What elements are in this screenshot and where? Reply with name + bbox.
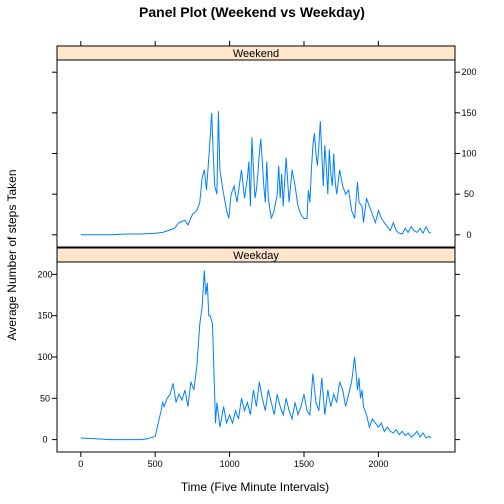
chart-title: Panel Plot (Weekend vs Weekday) — [139, 4, 365, 20]
y-tick-label: 100 — [461, 149, 476, 159]
x-tick-label: 2000 — [368, 459, 388, 469]
panel-strip-label: Weekend — [233, 48, 279, 60]
panel-strip-label: Weekday — [233, 250, 279, 262]
series-line-weekend — [80, 111, 432, 236]
y-tick-label: 50 — [40, 393, 50, 403]
panel-frame — [56, 261, 456, 453]
y-axis-label: Average Number of steps Taken — [5, 170, 19, 341]
y-tick-label: 150 — [37, 311, 52, 321]
panel-frame — [56, 59, 456, 248]
y-tick-label: 100 — [37, 352, 52, 362]
y-tick-label: 0 — [466, 230, 471, 240]
y-tick-label: 200 — [37, 269, 52, 279]
y-tick-label: 0 — [42, 435, 47, 445]
panel-weekend: Weekend 0 50 100 150 200 — [52, 41, 477, 248]
x-tick-label: 1000 — [220, 459, 240, 469]
y-tick-label: 50 — [464, 189, 474, 199]
x-tick-label: 1500 — [294, 459, 314, 469]
x-tick-label: 0 — [78, 459, 83, 469]
x-axis-label: Time (Five Minute Intervals) — [181, 480, 329, 494]
y-tick-label: 200 — [461, 67, 476, 77]
x-tick-label: 500 — [148, 459, 163, 469]
y-tick-label: 150 — [461, 108, 476, 118]
series-line-weekday — [80, 270, 432, 441]
